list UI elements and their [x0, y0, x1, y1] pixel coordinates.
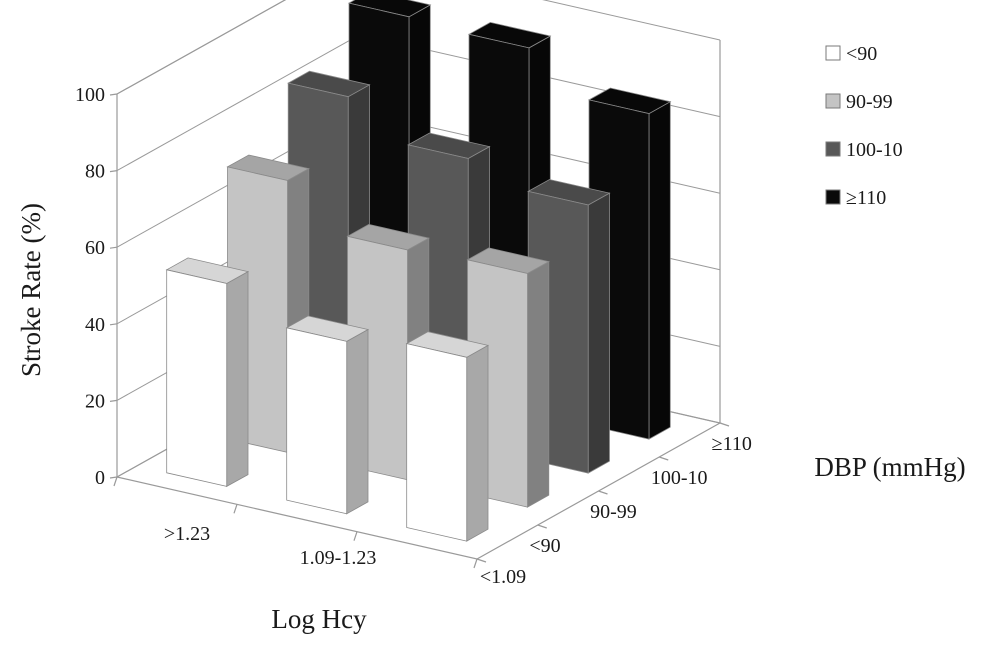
- x-axis-ticks: >1.23 1.09-1.23 <1.09: [164, 523, 526, 588]
- legend-swatch-100-10: [825, 141, 841, 157]
- bar-front-face: [166, 269, 228, 487]
- depth-tick-mark: [719, 422, 730, 427]
- depth-tick-mark: [598, 490, 608, 495]
- x-tick-label-1-23: >1.23: [164, 523, 210, 545]
- legend-swatch-90: [825, 45, 841, 61]
- depth-tick-mark: [659, 456, 669, 461]
- y-tick-label-100: 100: [75, 84, 105, 106]
- y-axis-title: Stroke Rate (%): [16, 203, 46, 377]
- x-tick-mark: [353, 531, 358, 541]
- legend-swatch-110: [825, 189, 841, 205]
- y-tick-label-0: 0: [95, 467, 105, 489]
- depth-axis-title: DBP (mmHg): [814, 452, 965, 482]
- x-tick-mark: [233, 504, 238, 514]
- gridline-back: [542, 0, 721, 41]
- bar-front-face: [286, 327, 348, 515]
- bar-90-1-09: [405, 331, 490, 542]
- y-tick-mark: [109, 170, 118, 173]
- y-tick-label-80: 80: [85, 161, 105, 183]
- depth-tick-label-110: ≥110: [712, 433, 752, 455]
- x-tick-mark: [473, 558, 478, 569]
- y-tick-mark: [109, 476, 118, 479]
- bar-side-face: [527, 260, 550, 508]
- legend-label-90: <90: [846, 43, 877, 65]
- x-tick-mark: [113, 476, 118, 487]
- bar-front-face: [406, 343, 468, 542]
- x-tick-label-1-09: <1.09: [480, 566, 526, 588]
- depth-tick-mark: [537, 524, 547, 529]
- bar-90-1-09-1-23: [285, 315, 370, 515]
- bar-side-face: [226, 270, 249, 488]
- y-tick-label-60: 60: [85, 237, 105, 259]
- legend-label-100-10: 100-10: [846, 139, 903, 161]
- depth-tick-label-90: <90: [529, 535, 560, 557]
- y-axis-ticks: 0 20 40 60 80 100: [75, 84, 105, 489]
- bar-group: [165, 0, 672, 542]
- bar-side-face: [346, 328, 369, 515]
- y-tick-label-40: 40: [85, 314, 105, 336]
- y-tick-mark: [109, 93, 118, 96]
- legend-label-90-99: 90-99: [846, 91, 893, 113]
- gridline-side: [116, 0, 286, 95]
- gridline-side: [116, 34, 361, 172]
- bar-side-face: [587, 192, 610, 474]
- bar-side-face: [648, 101, 671, 440]
- depth-tick-label-90-99: 90-99: [590, 501, 637, 523]
- x-axis-title: Log Hcy: [271, 604, 367, 634]
- y-tick-mark: [109, 246, 118, 249]
- legend-label-110: ≥110: [846, 187, 886, 209]
- y-tick-mark: [109, 323, 118, 326]
- x-tick-label-1-09-1-23: 1.09-1.23: [300, 547, 377, 569]
- depth-axis-ticks: <90 90-99 100-10≥110: [529, 433, 751, 557]
- bar-90-1-23: [165, 257, 250, 488]
- legend-swatch-90-99: [825, 93, 841, 109]
- depth-tick-label-100-10: 100-10: [651, 467, 708, 489]
- bar-side-face: [466, 344, 489, 542]
- depth-tick-mark: [476, 558, 487, 563]
- legend: <90 90-99 100-10 ≥110: [825, 43, 903, 209]
- y-tick-label-20: 20: [85, 390, 105, 412]
- y-tick-mark: [109, 399, 118, 402]
